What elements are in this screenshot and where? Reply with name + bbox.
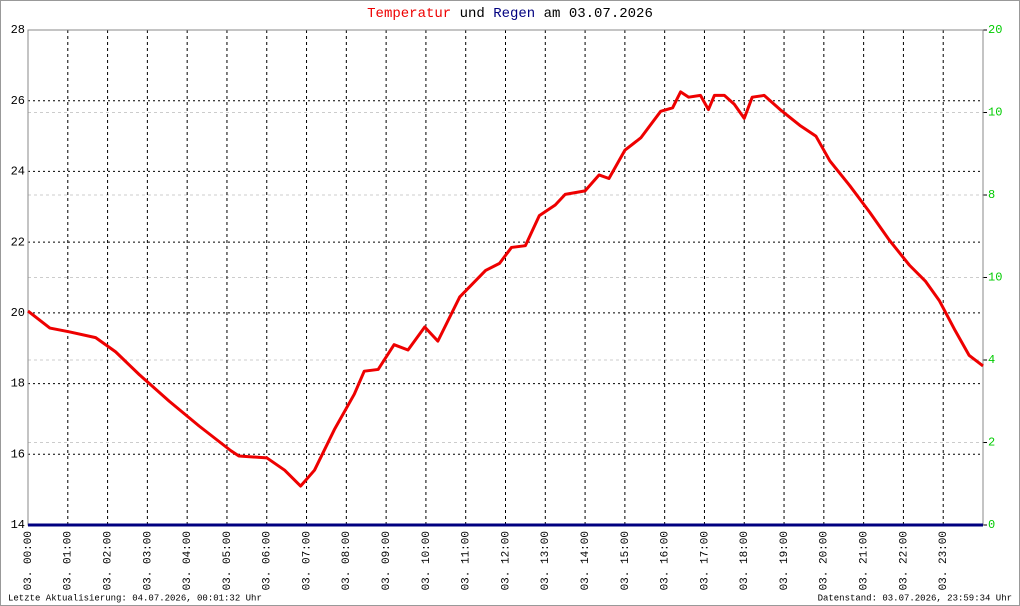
- x-tick-label: 03. 00:00: [23, 531, 35, 590]
- y2-tick-label: 2: [988, 436, 995, 450]
- footer-left: Letzte Aktualisierung: 04.07.2026, 00:01…: [8, 593, 262, 603]
- y-tick-label: 26: [11, 94, 25, 108]
- y-tick-label: 16: [11, 447, 25, 461]
- x-tick-label: 03. 17:00: [699, 531, 711, 590]
- x-tick-label: 03. 04:00: [182, 531, 194, 590]
- x-tick-label: 03. 01:00: [63, 531, 75, 590]
- x-tick-label: 03. 02:00: [102, 531, 114, 590]
- x-tick-label: 03. 20:00: [819, 531, 831, 590]
- y2-tick-label: 20: [988, 23, 1002, 37]
- x-tick-label: 03. 11:00: [461, 531, 473, 590]
- x-tick-label: 03. 10:00: [421, 531, 433, 590]
- y-tick-label: 24: [11, 165, 25, 179]
- title-rain: Regen: [493, 6, 535, 22]
- y2-tick-label: 10: [988, 106, 1002, 120]
- x-tick-label: 03. 06:00: [262, 531, 274, 590]
- title-date: am 03.07.2026: [544, 6, 653, 22]
- footer-right: Datenstand: 03.07.2026, 23:59:34 Uhr: [818, 593, 1012, 603]
- y2-tick-label: 4: [988, 353, 995, 367]
- x-tick-label: 03. 22:00: [898, 531, 910, 590]
- x-tick-label: 03. 18:00: [739, 531, 751, 590]
- y-tick-label: 14: [11, 518, 25, 532]
- x-tick-label: 03. 07:00: [301, 531, 313, 590]
- y2-tick-label: 8: [988, 188, 995, 202]
- y-tick-label: 18: [11, 377, 25, 391]
- x-tick-label: 03. 13:00: [540, 531, 552, 590]
- x-tick-label: 03. 15:00: [620, 531, 632, 590]
- title-temp: Temperatur: [367, 6, 451, 22]
- x-tick-label: 03. 21:00: [859, 531, 871, 590]
- x-tick-label: 03. 09:00: [381, 531, 393, 590]
- y2-tick-label: 0: [988, 518, 995, 532]
- x-tick-label: 03. 19:00: [779, 531, 791, 590]
- title-connector: und: [460, 6, 485, 22]
- x-tick-label: 03. 03:00: [142, 531, 154, 590]
- y2-tick-label: 10: [988, 271, 1002, 285]
- x-tick-label: 03. 08:00: [341, 531, 353, 590]
- series-line: [27, 90, 984, 488]
- y-tick-label: 20: [11, 306, 25, 320]
- x-tick-label: 03. 05:00: [222, 531, 234, 590]
- y-tick-label: 22: [11, 235, 25, 249]
- y-tick-label: 28: [11, 23, 25, 37]
- x-tick-label: 03. 23:00: [938, 531, 950, 590]
- chart-title: Temperatur und Regen am 03.07.2026: [367, 6, 653, 22]
- x-tick-label: 03. 16:00: [660, 531, 672, 590]
- x-tick-label: 03. 14:00: [580, 531, 592, 590]
- x-tick-label: 03. 12:00: [500, 531, 512, 590]
